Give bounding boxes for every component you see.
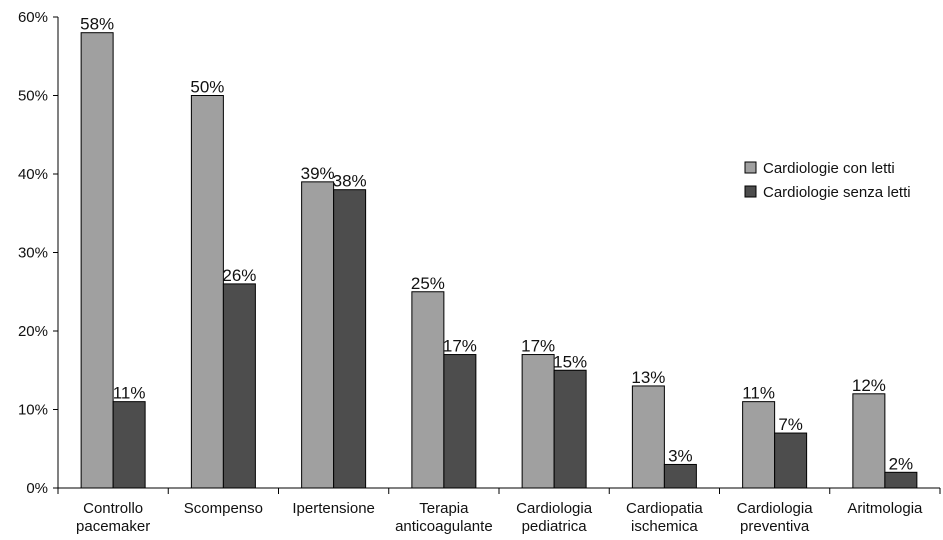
data-label: 12% [852,376,886,395]
data-label: 25% [411,274,445,293]
x-category-label: anticoagulante [395,518,493,535]
x-category-label: Controllo [83,500,143,517]
bar-con-letti [521,354,555,489]
x-category-label: Ipertensione [292,500,375,517]
legend-label: Cardiologie con letti [763,160,895,177]
x-category-label: Scompenso [184,500,263,517]
bar-con-letti [411,291,445,489]
bar-con-letti [631,385,665,489]
y-tick-label: 30% [18,245,48,262]
y-tick-label: 40% [18,166,48,183]
y-tick-label: 0% [26,480,48,497]
x-category-label: preventiva [740,518,810,535]
data-label: 17% [443,337,477,356]
x-category-label: Cardiologia [516,500,593,517]
data-label: 50% [190,78,224,97]
bar-senza-letti [774,432,808,489]
x-category-label: pacemaker [76,518,150,535]
bar-con-letti [190,95,224,489]
data-label: 38% [333,172,367,191]
data-label: 26% [222,266,256,285]
y-axis: 0% 10% 20% 30% 40% 50% 60% [18,9,59,497]
bar-con-letti [852,393,886,489]
legend-swatch [744,161,757,174]
bar-senza-letti [222,283,256,489]
y-tick-label: 50% [18,88,48,105]
bar-senza-letti [884,471,918,489]
y-tick-label: 60% [18,9,48,26]
x-category-label: Cardiopatia [626,500,703,517]
bar-senza-letti [553,369,587,489]
data-label: 7% [778,415,803,434]
y-tick-label: 20% [18,323,48,340]
x-category-label: Terapia [419,500,469,517]
bar-senza-letti [443,354,477,489]
bar-senza-letti [333,189,367,489]
x-category-label: pediatrica [522,518,588,535]
legend-label: Cardiologie senza letti [763,184,911,201]
data-label: 58% [80,15,114,34]
data-label: 39% [301,164,335,183]
bars: 58%50%39%25%17%13%11% 12%11%26%38%17%15%3… [80,15,918,489]
data-label: 11% [113,384,146,403]
x-category-label: Cardiologia [737,500,814,517]
legend: Cardiologie con letti Cardiologie senza l… [744,160,911,201]
bar-senza-letti [112,401,146,489]
data-label: 15% [553,352,587,371]
y-tick-label: 10% [18,402,48,419]
bar-con-letti [80,32,114,489]
x-category-label: ischemica [631,518,698,535]
data-label: 3% [668,446,693,465]
data-label: 2% [889,454,914,473]
bar-senza-letti [663,463,697,489]
legend-swatch [744,185,757,198]
bar-con-letti [742,401,776,489]
data-label: 11% [742,384,775,403]
bar-con-letti [301,181,335,489]
x-category-label: Aritmologia [847,500,923,517]
data-label: 13% [631,368,665,387]
data-label: 17% [521,337,555,356]
